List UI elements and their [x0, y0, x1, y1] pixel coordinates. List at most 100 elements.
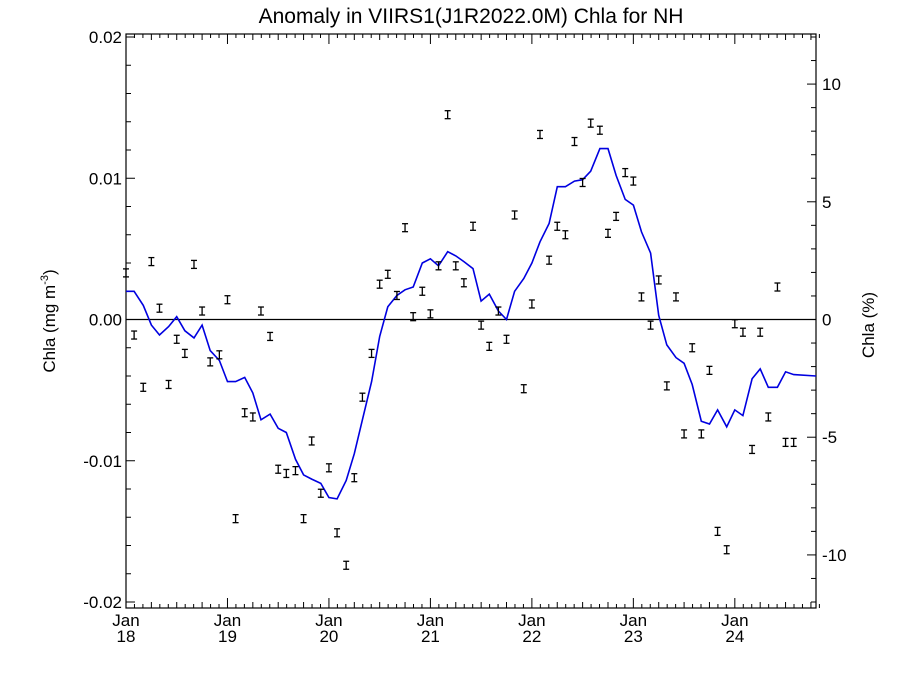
data-point	[452, 261, 459, 271]
x-tick-year-label: 21	[421, 627, 440, 646]
data-point	[698, 429, 705, 439]
right-tick-label: 10	[822, 75, 841, 94]
plot-frame	[125, 33, 817, 609]
data-point	[181, 348, 188, 359]
data-point	[520, 384, 527, 394]
data-point	[739, 327, 746, 337]
data-point	[774, 282, 781, 292]
data-point	[689, 343, 696, 353]
data-point	[402, 223, 409, 233]
data-point	[790, 437, 797, 448]
data-point	[410, 312, 417, 322]
data-point	[723, 545, 730, 555]
data-point	[317, 488, 324, 498]
x-tick-month-label: Jan	[214, 611, 241, 630]
data-point	[478, 320, 485, 330]
data-point	[241, 408, 248, 418]
data-point	[376, 279, 383, 289]
data-point	[123, 268, 129, 278]
data-point	[308, 436, 315, 446]
left-tick-label: -0.02	[83, 593, 122, 612]
data-point	[731, 319, 738, 329]
right-tick-label: -10	[822, 546, 847, 565]
x-tick-month-label: Jan	[315, 611, 342, 630]
data-point	[749, 444, 756, 455]
data-point	[757, 327, 764, 337]
x-tick-year-label: 24	[725, 627, 744, 646]
x-tick-year-label: 22	[522, 627, 541, 646]
data-point	[207, 357, 214, 367]
running-mean-line	[126, 147, 817, 500]
data-point	[435, 261, 442, 271]
data-point	[571, 136, 578, 147]
data-point	[419, 286, 426, 296]
data-point	[325, 463, 332, 473]
data-point	[672, 292, 679, 302]
right-axis-label: Chla (%)	[859, 292, 878, 358]
data-point	[622, 167, 629, 178]
data-point	[216, 350, 223, 360]
left-tick-label: 0.02	[89, 28, 122, 47]
data-point	[638, 292, 645, 302]
x-tick-month-label: Jan	[721, 611, 748, 630]
data-point	[359, 392, 366, 402]
data-point	[537, 129, 543, 140]
data-point	[393, 290, 400, 301]
data-point	[249, 412, 256, 422]
data-point	[554, 221, 561, 231]
x-tick-year-label: 20	[319, 627, 338, 646]
data-point	[470, 221, 477, 231]
data-point	[199, 306, 206, 316]
data-point	[156, 303, 163, 313]
data-point	[173, 334, 180, 344]
data-point	[511, 210, 518, 220]
left-axis: 0.02 0.01 0.00 -0.01 -0.02	[83, 28, 135, 612]
data-point	[444, 110, 451, 120]
x-tick-month-label: Jan	[518, 611, 545, 630]
data-point	[343, 560, 350, 570]
data-point	[224, 295, 231, 305]
data-point	[384, 269, 391, 279]
data-point	[714, 526, 721, 537]
data-point	[351, 473, 358, 483]
data-point	[275, 464, 282, 474]
left-tick-label: -0.01	[83, 452, 122, 471]
monthly-anomaly-series	[123, 110, 797, 570]
data-point	[368, 348, 375, 359]
data-point	[562, 230, 569, 240]
data-point	[596, 125, 603, 135]
data-point	[334, 528, 341, 538]
right-tick-label: 0	[822, 311, 831, 330]
left-tick-label: 0.00	[89, 311, 122, 330]
x-tick-year-label: 19	[218, 627, 237, 646]
right-tick-label: 5	[822, 193, 831, 212]
x-tick-month-label: Jan	[417, 611, 444, 630]
right-axis: 10 5 0 -5 -10	[807, 36, 847, 603]
data-point	[190, 259, 197, 270]
data-point	[257, 306, 264, 316]
data-point	[663, 381, 670, 391]
data-point	[782, 437, 789, 448]
data-point	[630, 176, 637, 186]
data-point	[579, 177, 586, 188]
data-point	[681, 429, 688, 439]
data-point	[267, 331, 274, 342]
data-point	[232, 514, 239, 524]
running-mean-series	[126, 147, 817, 500]
x-tick-month-label: Jan	[112, 611, 139, 630]
x-tick-month-label: Jan	[620, 611, 647, 630]
data-point	[528, 299, 535, 309]
left-tick-label: 0.01	[89, 169, 122, 188]
data-point	[148, 256, 155, 267]
left-axis-label-exponent: -3	[39, 275, 51, 285]
data-point	[283, 468, 290, 479]
data-point	[655, 275, 662, 285]
data-point	[486, 341, 493, 351]
data-point	[604, 228, 611, 238]
data-point	[140, 382, 147, 392]
data-point	[131, 330, 138, 340]
left-axis-label: Chla (mg m-3)	[39, 269, 59, 372]
x-tick-year-label: 18	[117, 627, 136, 646]
